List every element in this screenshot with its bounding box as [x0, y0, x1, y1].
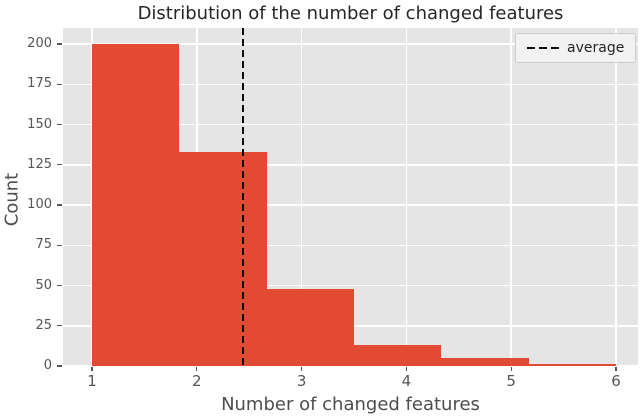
- gridline-vertical: [405, 28, 408, 367]
- y-tick-mark: [57, 365, 62, 367]
- histogram-bar: [354, 345, 442, 366]
- gridline-horizontal: [63, 284, 638, 287]
- y-tick-mark: [57, 284, 62, 287]
- x-tick-mark: [91, 367, 93, 371]
- gridline-horizontal: [63, 365, 638, 367]
- plot-area: [63, 28, 638, 367]
- histogram-bar: [179, 151, 267, 366]
- gridline-horizontal: [63, 204, 638, 206]
- x-tick-label: 2: [192, 372, 202, 390]
- histogram-bar: [528, 364, 616, 366]
- legend: average: [515, 33, 636, 63]
- gridline-horizontal: [63, 83, 638, 86]
- y-tick-label: 50: [35, 277, 52, 293]
- y-tick-label: 100: [27, 197, 52, 213]
- histogram-bar: [92, 44, 180, 366]
- y-tick-mark: [57, 204, 62, 206]
- histogram-bar: [266, 288, 354, 366]
- x-tick-mark: [405, 367, 407, 371]
- y-tick-mark: [57, 325, 62, 327]
- y-tick-label: 0: [43, 358, 52, 373]
- y-tick-label: 25: [35, 317, 52, 333]
- histogram-bar: [441, 357, 529, 366]
- gridline-vertical: [300, 28, 303, 367]
- y-tick-label: 150: [27, 116, 52, 132]
- x-tick-label: 1: [87, 372, 97, 390]
- gridline-horizontal: [63, 43, 638, 45]
- x-tick-mark: [615, 367, 617, 371]
- y-tick-label: 125: [27, 156, 52, 172]
- gridline-horizontal: [63, 164, 638, 166]
- x-tick-label: 3: [296, 372, 307, 390]
- gridline-vertical: [510, 28, 512, 367]
- dashed-line-icon: [527, 46, 559, 50]
- y-tick-mark: [57, 83, 62, 85]
- legend-label-average: average: [567, 40, 625, 56]
- y-tick-mark: [57, 164, 62, 166]
- average-line: [241, 28, 244, 367]
- y-tick-label: 175: [27, 76, 52, 92]
- gridline-horizontal: [63, 123, 638, 126]
- x-tick-label: 4: [401, 372, 412, 390]
- gridline-horizontal: [63, 244, 638, 247]
- x-tick-mark: [510, 367, 512, 371]
- x-axis-label: Number of changed features: [221, 394, 480, 415]
- y-tick-mark: [57, 244, 62, 246]
- y-tick-label: 200: [27, 36, 52, 52]
- x-tick-label: 6: [611, 372, 621, 390]
- chart-title: Distribution of the number of changed fe…: [137, 3, 564, 24]
- x-tick-mark: [301, 367, 303, 371]
- gridline-vertical: [615, 28, 617, 367]
- x-tick-mark: [196, 367, 198, 371]
- y-tick-mark: [57, 43, 62, 45]
- y-tick-mark: [57, 123, 62, 126]
- x-tick-label: 5: [506, 372, 516, 390]
- y-tick-label: 75: [35, 237, 52, 253]
